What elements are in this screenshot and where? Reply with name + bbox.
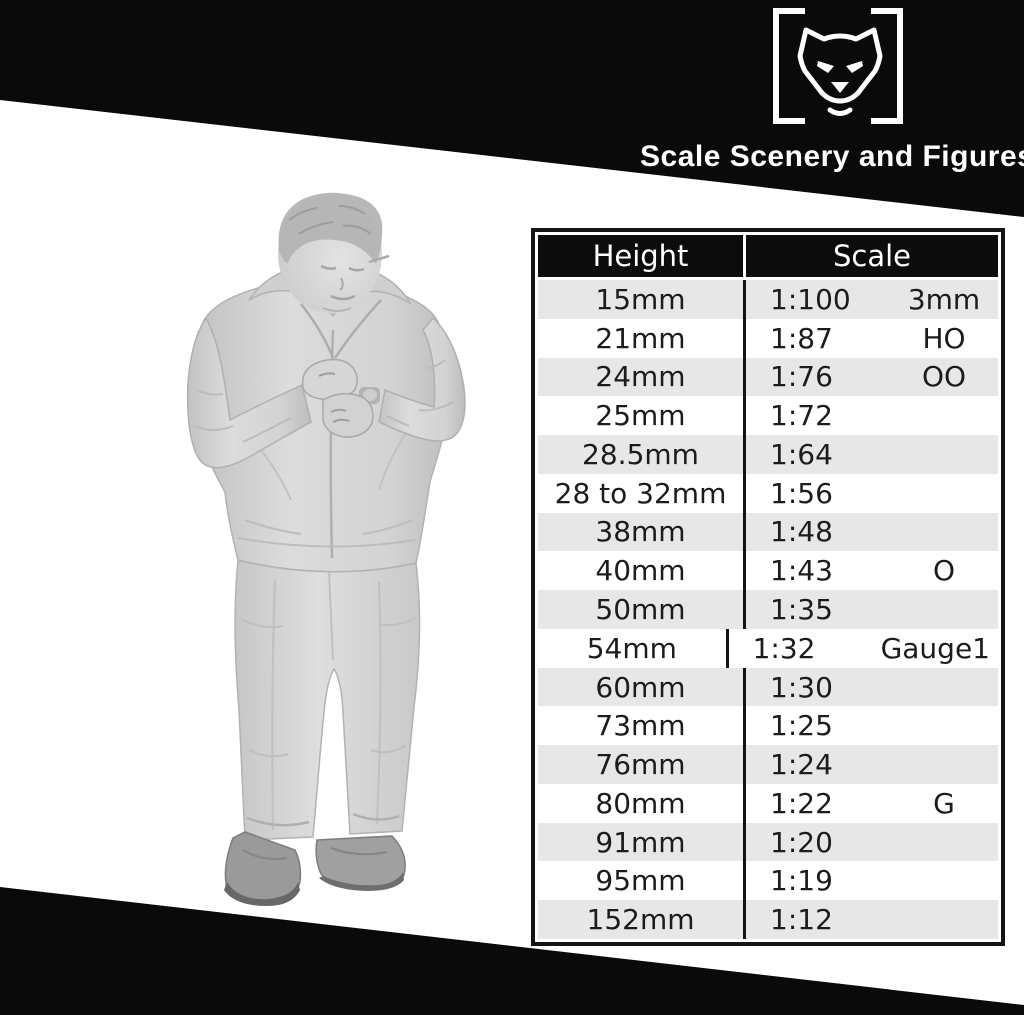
figure-right-hand [301, 358, 358, 401]
scale-cell: 1:12 [746, 900, 998, 939]
table-row: 24mm 1:76 OO [538, 357, 998, 397]
gauge-label: HO [922, 321, 966, 355]
scale-cell: 1:76 OO [746, 358, 998, 397]
height-cell: 91mm [538, 822, 746, 862]
scale-ratio: 1:87 [770, 321, 833, 355]
figure-3d-scan-man [183, 190, 475, 908]
scale-cell: 1:30 [746, 668, 998, 707]
scale-cell: 1:64 [746, 435, 998, 474]
height-cell: 95mm [538, 861, 746, 901]
table-row: 40mm 1:43 O [538, 551, 998, 591]
scale-cell: 1:56 [746, 474, 998, 513]
gauge-label: G [933, 786, 955, 820]
table-header-scale: Scale [746, 235, 998, 277]
table-row: 60mm 1:30 [538, 667, 998, 707]
figure-glasses-arm [368, 254, 390, 264]
table-row: 54mm 1:32 Gauge1 [538, 628, 998, 668]
scale-cell: 1:43 O [746, 551, 998, 590]
table-row: 73mm 1:25 [538, 706, 998, 746]
scale-cell: 1:72 [746, 396, 998, 435]
table-row: 95mm 1:19 [538, 861, 998, 901]
table-row: 50mm 1:35 [538, 590, 998, 629]
height-cell: 25mm [538, 396, 746, 436]
height-cell: 15mm [538, 280, 746, 319]
scale-ratio: 1:100 [770, 282, 851, 316]
table-row: 91mm 1:20 [538, 822, 998, 862]
table-row: 28 to 32mm 1:56 [538, 473, 998, 513]
table-row: 76mm 1:24 [538, 745, 998, 784]
table-row: 80mm 1:22 G [538, 783, 998, 823]
gauge-label: OO [921, 360, 967, 394]
table-header-row: Height Scale [538, 235, 998, 277]
scale-ratio: 1:76 [770, 360, 833, 394]
scale-ratio: 1:20 [770, 825, 833, 859]
scale-ratio: 1:24 [770, 748, 833, 782]
brand-title: Scale Scenery and Figures [640, 140, 1024, 173]
scale-table-body: 15mm 1:100 3mm 21mm 1:87 HO 24mm 1:76 OO… [538, 280, 998, 940]
height-cell: 60mm [538, 667, 746, 707]
scale-cell: 1:100 3mm [746, 280, 998, 319]
height-cell: 28.5mm [538, 435, 746, 474]
scale-cell: 1:20 [746, 823, 998, 862]
height-cell: 40mm [538, 551, 746, 591]
height-cell: 73mm [538, 706, 746, 746]
scale-ratio: 1:32 [752, 631, 816, 665]
gauge-label: 3mm [907, 282, 981, 316]
scale-cell: 1:24 [746, 745, 998, 784]
height-cell: 28 to 32mm [538, 473, 746, 513]
height-cell: 54mm [538, 628, 729, 668]
scale-cell: 1:87 HO [746, 319, 998, 358]
scale-ratio: 1:25 [770, 709, 833, 743]
scale-cell: 1:35 [746, 590, 998, 629]
bracket-left-icon [773, 8, 805, 124]
scale-cell: 1:48 [746, 513, 998, 552]
wolf-head-icon [797, 27, 883, 116]
scale-ratio: 1:64 [770, 437, 833, 471]
scale-ratio: 1:72 [770, 399, 833, 433]
figure-left-hand [322, 392, 374, 438]
table-row: 21mm 1:87 HO [538, 318, 998, 358]
height-cell: 50mm [538, 590, 746, 629]
figure-right-arm [378, 316, 466, 442]
wolf-logo-icon [773, 8, 903, 124]
scale-ratio: 1:48 [770, 515, 833, 549]
height-cell: 152mm [538, 900, 746, 940]
gauge-label: O [932, 554, 956, 588]
scale-ratio: 1:43 [770, 554, 833, 588]
scale-ratio: 1:35 [770, 593, 833, 626]
height-cell: 80mm [538, 783, 746, 823]
table-row: 28.5mm 1:64 [538, 435, 998, 474]
height-cell: 76mm [538, 745, 746, 784]
table-header-height: Height [538, 235, 746, 277]
scale-cell: 1:19 [746, 861, 998, 900]
scale-ratio: 1:22 [770, 786, 833, 820]
table-row: 15mm 1:100 3mm [538, 280, 998, 319]
gauge-label: Gauge1 [880, 631, 990, 665]
table-row: 38mm 1:48 [538, 512, 998, 552]
scale-conversion-table: Height Scale 15mm 1:100 3mm 21mm 1:87 HO… [531, 228, 1005, 946]
height-cell: 21mm [538, 318, 746, 358]
scale-ratio: 1:12 [770, 903, 833, 937]
scale-cell: 1:32 Gauge1 [729, 629, 998, 668]
scale-ratio: 1:19 [770, 864, 833, 898]
scale-ratio: 1:56 [770, 476, 833, 510]
scale-cell: 1:22 G [746, 784, 998, 823]
figure-jeans [234, 559, 421, 841]
scale-ratio: 1:30 [770, 670, 833, 704]
table-row: 152mm 1:12 [538, 900, 998, 940]
height-cell: 38mm [538, 512, 746, 552]
table-row: 25mm 1:72 [538, 396, 998, 436]
height-cell: 24mm [538, 357, 746, 397]
scale-cell: 1:25 [746, 706, 998, 745]
bracket-right-icon [871, 8, 903, 124]
